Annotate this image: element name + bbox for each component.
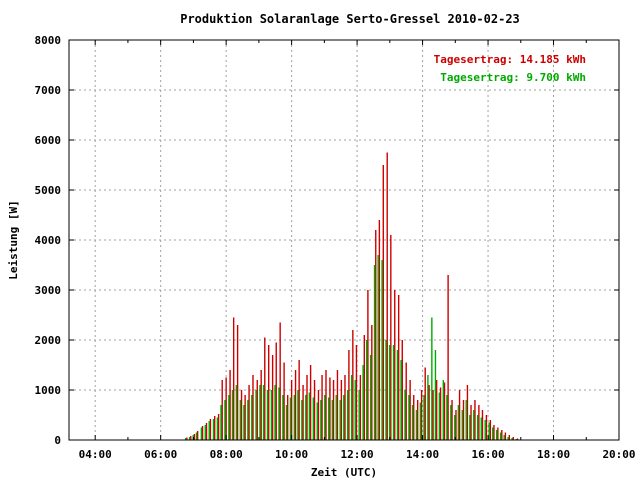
y-tick-label: 3000 — [35, 284, 62, 297]
x-tick-label: 18:00 — [537, 448, 570, 461]
y-tick-label: 2000 — [35, 334, 62, 347]
x-tick-label: 06:00 — [144, 448, 177, 461]
axis-ticks: 04:00 06:00 08:00 10:00 12:00 14:00 16:00 18:00… — [35, 34, 636, 461]
y-tick-label: 7000 — [35, 84, 62, 97]
y-tick-label: 1000 — [35, 384, 62, 397]
x-tick-label: 20:00 — [602, 448, 635, 461]
x-tick-label: 10:00 — [275, 448, 308, 461]
bars — [184, 152, 519, 440]
chart-title: Produktion Solaranlage Serto-Gressel 201… — [180, 12, 520, 26]
x-tick-label: 08:00 — [210, 448, 243, 461]
legend-entry-total: Tagesertrag: 14.185 kWh — [434, 53, 586, 66]
grid — [69, 40, 619, 440]
y-tick-label: 8000 — [35, 34, 62, 47]
legend-entry-second: Tagesertrag: 9.700 kWh — [440, 71, 586, 84]
x-tick-label: 12:00 — [341, 448, 374, 461]
y-tick-label: 0 — [54, 434, 61, 447]
y-tick-label: 4000 — [35, 234, 62, 247]
x-tick-label: 04:00 — [79, 448, 112, 461]
x-tick-label: 14:00 — [406, 448, 439, 461]
x-tick-label: 16:00 — [471, 448, 504, 461]
y-tick-label: 6000 — [35, 134, 62, 147]
y-axis-label: Leistung [W] — [7, 200, 20, 279]
y-tick-label: 5000 — [35, 184, 62, 197]
x-axis-label: Zeit (UTC) — [311, 466, 377, 479]
